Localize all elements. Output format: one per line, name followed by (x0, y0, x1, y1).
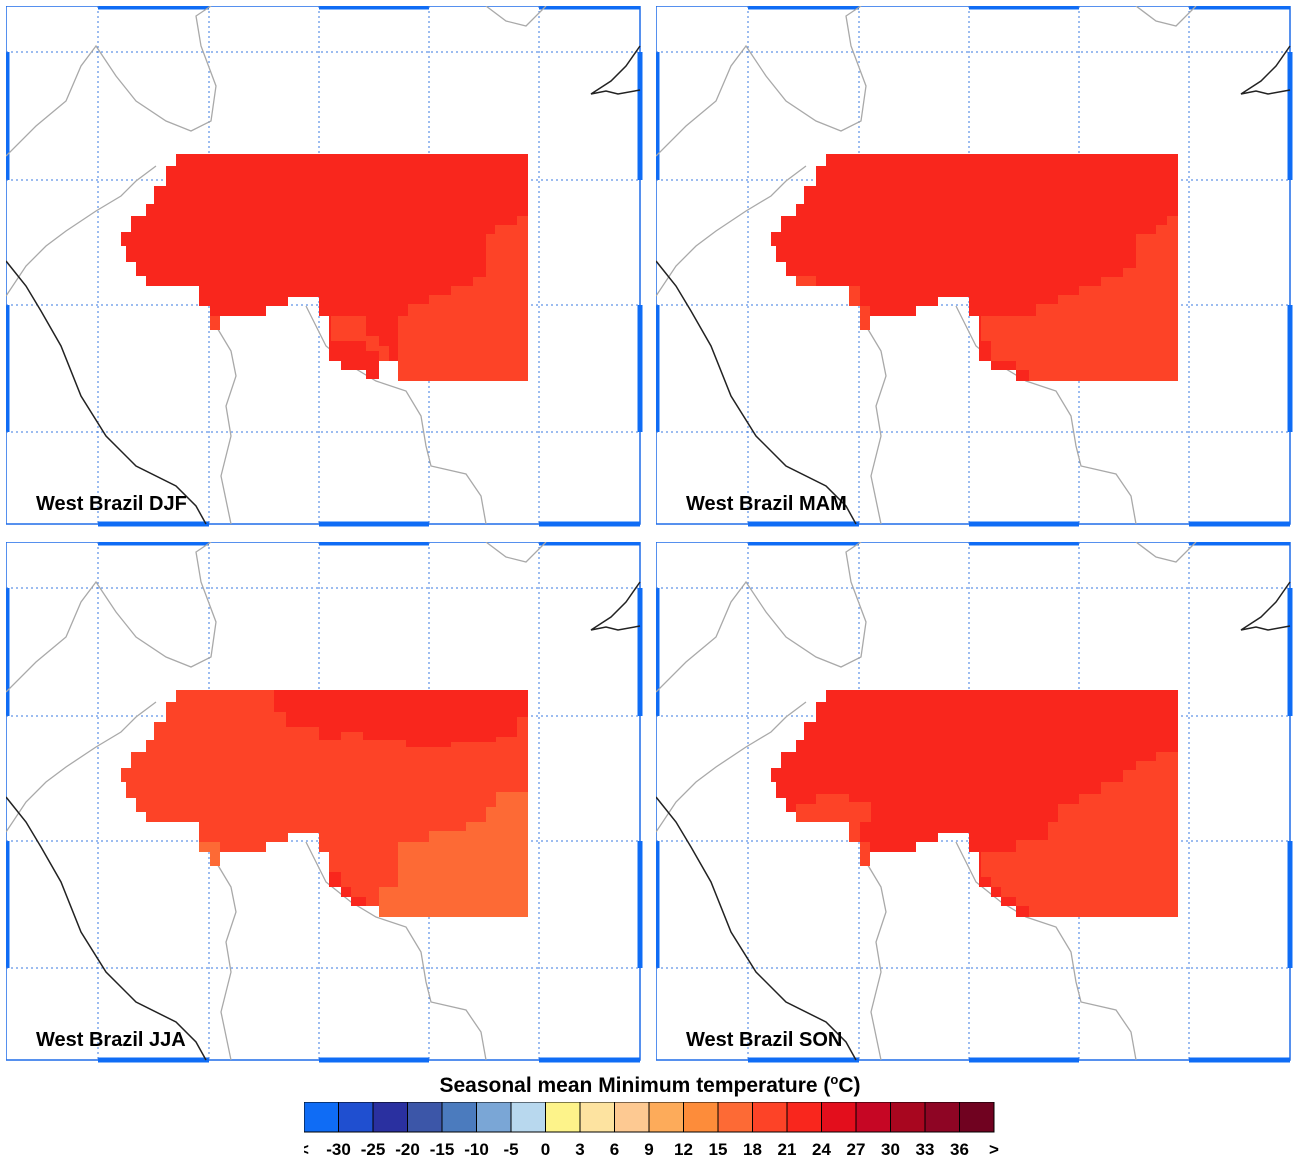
border-ticks (656, 6, 1293, 527)
colorbar-swatch (786, 1102, 822, 1133)
colorbar: <-30-25-20-15-10-50369121518212427303336… (304, 1102, 999, 1159)
region-21c-b (331, 316, 389, 361)
coastline (6, 581, 641, 1061)
region-21c-c (849, 286, 870, 330)
colorbar-title-main: Seasonal mean Minimum temperature ( (439, 1074, 831, 1097)
region-24c-b (329, 872, 366, 906)
colorbar-title: Seasonal mean Minimum temperature (oC) (0, 1072, 1300, 1098)
colorbar-tick-label: > (989, 1140, 999, 1159)
colorbar-swatch (545, 1102, 581, 1133)
region-24c (771, 154, 1178, 381)
country-borders (656, 6, 1197, 525)
region-21c-c (210, 316, 220, 330)
colorbar-swatch (959, 1102, 995, 1133)
colorbar-swatch (752, 1102, 788, 1133)
map-panel-mam: West Brazil MAM (656, 6, 1296, 532)
colorbar-tick-label: 33 (916, 1140, 935, 1159)
colorbar-tick-label: 15 (709, 1140, 728, 1159)
region-24c (771, 690, 1178, 917)
region-18c (379, 792, 528, 917)
region-21c-b (796, 276, 816, 286)
panel-title: West Brazil JJA (36, 1029, 186, 1051)
colorbar-swatch (890, 1102, 926, 1133)
colorbar-title-degree: o (830, 1072, 839, 1087)
region-24c (274, 690, 528, 747)
colorbar-swatch (407, 1102, 443, 1133)
map-panel-jja: West Brazil JJA (6, 542, 646, 1068)
region-21c (981, 216, 1178, 381)
colorbar-swatch (855, 1102, 891, 1133)
colorbar-tick-label: 30 (881, 1140, 900, 1159)
colorbar-tick-label: -5 (503, 1140, 518, 1159)
colorbar-swatch (441, 1102, 477, 1133)
border-ticks (656, 542, 1293, 1063)
border-ticks (6, 6, 643, 527)
colorbar-swatch (683, 1102, 719, 1133)
colorbar-tick-label: 21 (778, 1140, 797, 1159)
panel-title: West Brazil SON (686, 1029, 843, 1051)
temperature-grid-cells (771, 690, 1178, 917)
colorbar-swatch (821, 1102, 857, 1133)
map-panel-djf: West Brazil DJF (6, 6, 646, 532)
map-mam (656, 6, 1293, 527)
region-18c-b (199, 842, 220, 866)
colorbar-swatch (372, 1102, 408, 1133)
colorbar-tick-label: -10 (464, 1140, 489, 1159)
temperature-grid-cells (771, 154, 1178, 381)
colorbar-swatch (614, 1102, 650, 1133)
panel-title: West Brazil DJF (36, 493, 187, 515)
colorbar-swatch (648, 1102, 684, 1133)
colorbar-tick-label: 12 (674, 1140, 693, 1159)
region-24c (121, 154, 528, 379)
map-djf (6, 6, 643, 527)
colorbar-swatch (510, 1102, 546, 1133)
colorbar-swatch (304, 1102, 339, 1133)
colorbar-tick-label: 3 (575, 1140, 584, 1159)
colorbar-tick-label: -25 (361, 1140, 386, 1159)
gridlines (656, 6, 1290, 524)
region-21c-b (796, 794, 871, 866)
colorbar-tick-label: 6 (610, 1140, 619, 1159)
temperature-grid-cells (121, 690, 528, 917)
colorbar-tick-label: -15 (430, 1140, 455, 1159)
colorbar-swatch (338, 1102, 374, 1133)
coastline (656, 45, 1291, 525)
colorbar-tick-label: < (304, 1140, 309, 1159)
colorbar-title-unit: C) (838, 1074, 861, 1097)
map-jja (6, 542, 643, 1063)
coastline (6, 45, 641, 525)
colorbar-tick-label: 27 (847, 1140, 866, 1159)
border-ticks (6, 542, 643, 1063)
colorbar-tick-label: -20 (395, 1140, 420, 1159)
colorbar-tick-label: 18 (743, 1140, 762, 1159)
region-21c (981, 752, 1178, 917)
colorbar-swatch (476, 1102, 512, 1133)
panel-title: West Brazil MAM (686, 493, 847, 515)
coastline (656, 581, 1291, 1061)
temperature-grid-cells (121, 154, 528, 381)
colorbar-swatch (579, 1102, 615, 1133)
colorbar-swatch (717, 1102, 753, 1133)
colorbar-tick-label: 9 (644, 1140, 653, 1159)
colorbar-tick-label: 36 (950, 1140, 969, 1159)
colorbar-swatch (924, 1102, 960, 1133)
colorbar-tick-label: -30 (326, 1140, 351, 1159)
colorbar-tick-label: 0 (541, 1140, 550, 1159)
map-panel-son: West Brazil SON (656, 542, 1296, 1068)
map-son (656, 542, 1293, 1063)
colorbar-tick-label: 24 (812, 1140, 831, 1159)
region-21c (398, 216, 528, 381)
